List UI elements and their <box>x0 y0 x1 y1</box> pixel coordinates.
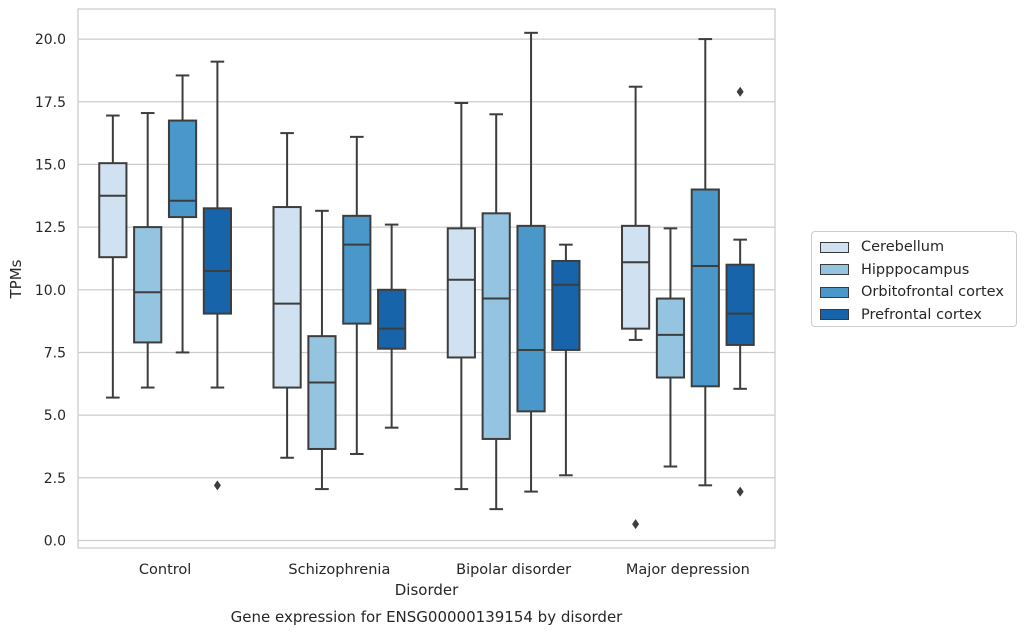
legend-swatch <box>820 286 849 298</box>
box-plot-item <box>481 113 511 511</box>
box-plot-item <box>377 223 407 429</box>
legend-item: Cerebellum <box>820 236 1008 259</box>
box-plot-item <box>725 86 755 497</box>
box-iqr <box>167 119 198 219</box>
box-plot-item <box>342 135 372 455</box>
y-tick-label: 12.5 <box>35 220 66 236</box>
box-plot-item <box>690 38 720 487</box>
box-plot-item <box>167 74 198 354</box>
x-tick-label: Bipolar disorder <box>456 562 571 578</box>
box-plot-item <box>516 31 546 493</box>
box-plot-item <box>98 114 128 399</box>
y-tick-label: 17.5 <box>35 95 66 111</box>
outlier-point <box>736 86 744 97</box>
x-tick-label: Major depression <box>626 562 750 578</box>
box-iqr <box>377 288 407 350</box>
x-tick-label: Control <box>139 562 191 578</box>
gridlines <box>78 38 775 542</box>
x-tick-labels: Control Schizophrenia Bipolar disorder Majo… <box>139 562 750 578</box>
y-tick-label: 15.0 <box>35 157 66 173</box>
box-iqr <box>655 297 686 379</box>
box-iqr <box>725 263 755 346</box>
legend-item: Hipppocampus <box>820 259 1008 282</box>
x-tick-label: Schizophrenia <box>288 562 390 578</box>
y-axis-label: TPMs <box>7 259 25 299</box>
box-iqr <box>551 259 581 351</box>
box-iqr <box>446 227 476 359</box>
legend-item: Orbitofrontal cortex <box>820 281 1008 304</box>
box-iqr <box>98 162 128 259</box>
legend-label: Prefrontal cortex <box>861 306 982 323</box>
boxes <box>98 31 755 530</box>
legend-label: Orbitofrontal cortex <box>861 284 1004 301</box>
chart-title: Gene expression for ENSG00000139154 by d… <box>231 608 624 626</box>
legend-swatch <box>820 264 849 276</box>
y-tick-label: 10.0 <box>35 283 66 299</box>
y-tick-labels: 0.0 2.5 5.0 7.5 10.0 12.5 15.0 17.5 20.0 <box>35 32 66 549</box>
box-plot-item <box>307 209 337 491</box>
legend-label: Cerebellum <box>861 239 945 256</box>
y-tick-label: 2.5 <box>44 471 66 487</box>
plot-area <box>77 8 776 549</box>
box-plot-item <box>133 112 163 389</box>
y-tick-label: 5.0 <box>44 408 66 424</box>
y-tick-label: 20.0 <box>35 32 66 48</box>
box-plot-item <box>551 243 581 477</box>
box-iqr <box>272 206 302 389</box>
box-plot-item <box>621 85 651 530</box>
legend-swatch <box>820 309 849 321</box>
y-tick-label: 0.0 <box>44 533 66 549</box>
x-axis-label: Disorder <box>395 581 459 599</box>
box-plot-item <box>272 132 302 459</box>
legend: Cerebellum Hipppocampus Orbitofrontal co… <box>811 231 1017 327</box>
box-plot-item <box>446 102 476 491</box>
outlier-point <box>213 480 221 491</box>
box-iqr <box>133 226 163 344</box>
box-iqr <box>621 224 651 330</box>
y-tick-label: 7.5 <box>44 345 66 361</box>
box-iqr <box>481 212 511 440</box>
outlier-point <box>736 486 744 497</box>
box-plot-item <box>655 227 686 468</box>
box-iqr <box>516 224 546 413</box>
box-iqr <box>690 188 720 388</box>
box-plot-item <box>202 60 232 491</box>
box-iqr <box>307 335 337 450</box>
legend-label: Hipppocampus <box>861 261 970 278</box>
outlier-point <box>632 519 640 530</box>
legend-item: Prefrontal cortex <box>820 304 1008 327</box>
box-iqr <box>202 207 232 315</box>
box-iqr <box>342 214 372 325</box>
legend-swatch <box>820 241 849 253</box>
